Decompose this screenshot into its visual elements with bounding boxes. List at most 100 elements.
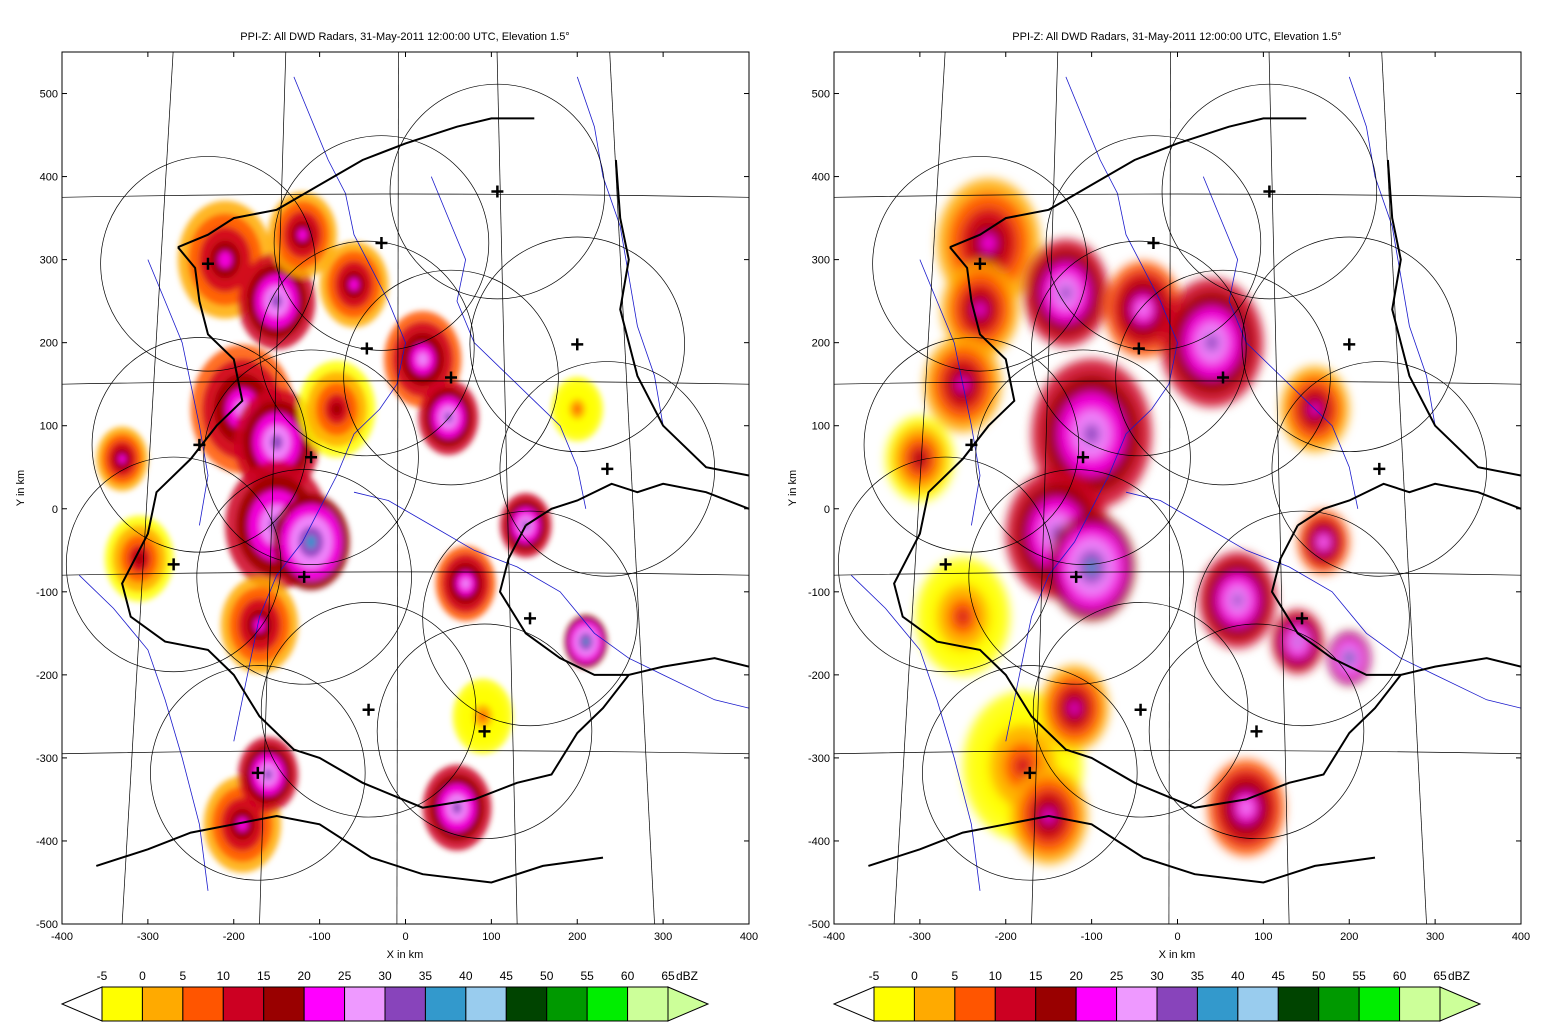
meridian-line bbox=[1168, 52, 1171, 924]
colorbar: -5 0 5 10 15 20 25 30 35 40 45 50 55 60 65 dBZ bbox=[60, 969, 710, 1022]
colorbar-tick-label: 5 bbox=[952, 969, 959, 983]
reflectivity-field bbox=[96, 191, 608, 873]
radar-site-marker bbox=[1132, 342, 1145, 355]
parallel-line bbox=[62, 750, 749, 755]
x-tick-label: 0 bbox=[1174, 931, 1180, 943]
border-line bbox=[1297, 482, 1521, 527]
radar-site-marker bbox=[601, 462, 614, 475]
colorbar-tick-label: 50 bbox=[1312, 969, 1326, 983]
colorbar-swatch bbox=[1399, 986, 1441, 1022]
radar-site-marker bbox=[1217, 371, 1230, 384]
y-tick-label: -200 bbox=[36, 670, 58, 682]
radar-site-marker bbox=[1134, 703, 1147, 716]
radar-site-marker bbox=[973, 257, 986, 270]
meridian-line bbox=[259, 52, 287, 924]
radar-range-ring bbox=[1271, 361, 1488, 577]
y-tick-label: -400 bbox=[808, 836, 830, 848]
river-line bbox=[1202, 176, 1359, 509]
colorbar-swatch bbox=[913, 986, 956, 1022]
rain-cell bbox=[1346, 654, 1353, 663]
radar-range-ring bbox=[203, 349, 419, 565]
rain-cell bbox=[331, 402, 343, 416]
rain-cell bbox=[956, 608, 970, 625]
borders bbox=[95, 117, 749, 884]
colorbar-tick-label: 15 bbox=[1029, 969, 1043, 983]
radar-range-ring bbox=[150, 665, 366, 881]
radar-site-marker bbox=[1373, 462, 1386, 475]
y-tick-label: -400 bbox=[36, 836, 58, 848]
river-line bbox=[850, 574, 981, 891]
y-tick-label: 200 bbox=[812, 338, 830, 350]
radar-range-ring bbox=[259, 240, 475, 457]
colorbar-tick-label: 30 bbox=[1150, 969, 1164, 983]
colorbar-swatch bbox=[1358, 986, 1401, 1022]
x-tick-label: 400 bbox=[1512, 931, 1530, 943]
radar-site-marker bbox=[305, 451, 318, 464]
y-tick-label: 0 bbox=[824, 504, 830, 516]
rain-cell bbox=[271, 294, 283, 308]
colorbar-tick-label: 60 bbox=[1393, 969, 1407, 983]
rain-cell bbox=[1069, 702, 1080, 715]
meridian-line bbox=[609, 52, 655, 924]
rain-cell bbox=[1240, 800, 1252, 815]
colorbar-unit-label: dBZ bbox=[1448, 969, 1470, 983]
colorbar-swatch bbox=[505, 986, 548, 1022]
border-line bbox=[614, 159, 749, 477]
meridian-line bbox=[1031, 52, 1059, 924]
y-tick-label: 100 bbox=[812, 421, 830, 433]
radar-site-marker bbox=[193, 438, 206, 451]
x-axis-label: X in km bbox=[387, 949, 424, 961]
river-line bbox=[78, 574, 209, 891]
colorbar-under-arrow bbox=[832, 986, 875, 1022]
y-tick-label: 400 bbox=[40, 172, 58, 184]
colorbar-tick-label: 10 bbox=[989, 969, 1003, 983]
radar-site-marker bbox=[298, 570, 311, 583]
colorbar-swatch bbox=[1196, 986, 1239, 1022]
radar-range-ring bbox=[1045, 135, 1262, 351]
radar-range-ring bbox=[922, 665, 1138, 881]
y-tick-label: 400 bbox=[812, 172, 830, 184]
x-tick-label: -400 bbox=[51, 931, 73, 943]
colorbar-tick-label: 5 bbox=[180, 969, 187, 983]
rain-cell bbox=[974, 302, 986, 317]
radar-site-marker bbox=[167, 558, 180, 571]
river-line bbox=[576, 76, 664, 426]
meridian-line bbox=[121, 52, 174, 924]
y-tick-label: 300 bbox=[40, 255, 58, 267]
rain-cell bbox=[1059, 285, 1072, 301]
meridian-line bbox=[496, 52, 518, 924]
colorbar-unit-label: dBZ bbox=[676, 969, 698, 983]
colorbar-tick-label: 30 bbox=[378, 969, 392, 983]
x-axis: -400 -300 -200 -100 0 100 200 300 400 bbox=[823, 52, 1530, 943]
colorbar-tick-label: 35 bbox=[1191, 969, 1205, 983]
colorbar-swatch bbox=[1277, 986, 1320, 1022]
border-line bbox=[121, 246, 749, 809]
colorbar-swatch bbox=[994, 986, 1037, 1022]
radar-range-ring bbox=[975, 349, 1191, 565]
chart-title: PPI-Z: All DWD Radars, 31-May-2011 12:00… bbox=[240, 31, 569, 43]
radar-range-ring bbox=[1031, 240, 1247, 457]
border-line bbox=[525, 482, 749, 527]
border-line bbox=[949, 117, 1307, 249]
radar-site-marker bbox=[1250, 725, 1263, 738]
x-tick-label: 200 bbox=[1340, 931, 1358, 943]
radar-site-marker bbox=[571, 338, 584, 351]
colorbar-tick-label: 10 bbox=[217, 969, 231, 983]
radar-range-ring bbox=[837, 456, 1054, 673]
rain-cell bbox=[263, 769, 273, 780]
x-tick-label: -300 bbox=[137, 931, 159, 943]
colorbar-tick-label: 15 bbox=[257, 969, 271, 983]
radar-site-marker bbox=[1147, 237, 1160, 250]
radar-range-ring bbox=[1115, 269, 1331, 486]
colorbar-tick-label: 55 bbox=[580, 969, 594, 983]
radar-site-markers bbox=[939, 185, 1386, 779]
radar-range-ring bbox=[469, 236, 685, 453]
y-axis-label: Y in km bbox=[787, 470, 799, 506]
radar-range-ring bbox=[1148, 623, 1365, 840]
radar-range-ring bbox=[872, 156, 1088, 372]
x-tick-label: 400 bbox=[740, 931, 758, 943]
x-tick-label: 300 bbox=[1426, 931, 1444, 943]
rain-cell bbox=[444, 412, 453, 423]
radar-range-rings bbox=[837, 83, 1488, 881]
colorbar-swatch bbox=[873, 986, 915, 1022]
